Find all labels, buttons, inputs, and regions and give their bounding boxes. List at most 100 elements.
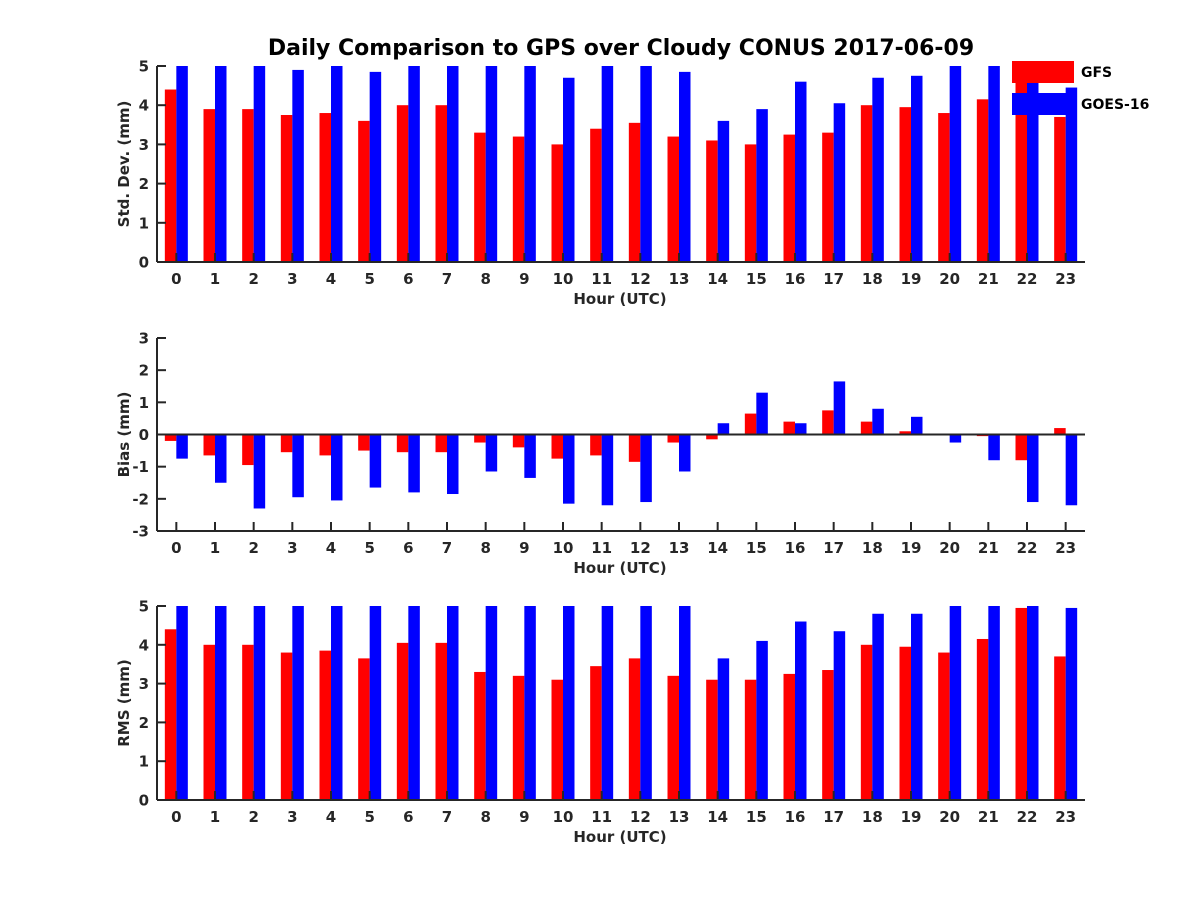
x-tick-label: 0 <box>171 808 181 826</box>
x-tick-label: 7 <box>442 808 452 826</box>
x-tick-label: 5 <box>364 539 374 557</box>
x-tick-label: 1 <box>210 808 220 826</box>
x-tick-label: 8 <box>480 270 490 288</box>
x-tick-label: 11 <box>591 808 612 826</box>
goes16-bar <box>369 434 382 488</box>
gfs-bar <box>435 642 447 800</box>
gfs-bar <box>1015 69 1027 262</box>
gfs-bar <box>938 113 950 262</box>
goes16-bar <box>563 77 575 262</box>
goes16-bar <box>253 606 266 800</box>
gfs-bar <box>899 431 911 435</box>
gfs-legend-label: GFS <box>1081 65 1112 81</box>
x-tick-label: 23 <box>1055 808 1076 826</box>
gfs-bar <box>860 421 873 435</box>
goes16-bar <box>911 416 923 435</box>
x-tick-label: 17 <box>823 539 844 557</box>
goes16-bar <box>872 613 884 800</box>
gfs-bar <box>783 673 795 800</box>
y-axis-label: Bias (mm) <box>115 392 133 478</box>
x-tick-label: 15 <box>746 539 767 557</box>
x-tick-label: 11 <box>591 270 612 288</box>
goes16-bar <box>215 606 227 800</box>
goes16-bar <box>369 71 382 262</box>
gfs-bar <box>512 675 525 800</box>
gfs-bar <box>474 132 486 262</box>
x-axis-label: Hour (UTC) <box>573 559 666 577</box>
gfs-bar <box>706 434 718 440</box>
x-tick-label: 13 <box>669 270 690 288</box>
goes16-bar <box>717 120 730 262</box>
goes16-bar <box>795 621 807 800</box>
gfs-bar <box>474 671 486 800</box>
goes16-bar <box>1065 607 1078 800</box>
x-tick-label: 0 <box>171 270 181 288</box>
goes16-bar <box>408 606 420 800</box>
goes16-bar <box>447 606 459 800</box>
goes16-bar <box>524 434 536 478</box>
x-axis-label: Hour (UTC) <box>573 828 666 846</box>
goes16-bar <box>292 606 304 800</box>
goes16-bar <box>447 434 459 495</box>
y-tick-label: 1 <box>139 214 149 232</box>
x-tick-label: 23 <box>1055 270 1076 288</box>
gfs-bar <box>783 421 795 435</box>
x-tick-label: 22 <box>1017 270 1038 288</box>
gfs-bar <box>1054 428 1066 435</box>
goes16-bar <box>795 81 807 263</box>
x-tick-label: 8 <box>480 539 490 557</box>
goes16-bar <box>215 66 227 262</box>
goes16-legend-swatch <box>1012 93 1074 115</box>
x-tick-label: 9 <box>519 808 529 826</box>
goes16-bar <box>176 66 188 262</box>
x-tick-label: 15 <box>746 270 767 288</box>
y-tick-label: 0 <box>139 254 149 272</box>
goes16-bar <box>988 434 1000 461</box>
goes16-bar <box>408 434 420 493</box>
gfs-bar <box>164 629 177 800</box>
goes16-bar <box>717 658 730 800</box>
goes16-bar <box>369 606 382 800</box>
x-tick-label: 3 <box>287 539 297 557</box>
x-tick-label: 18 <box>862 539 883 557</box>
goes16-bar <box>524 66 536 262</box>
x-tick-label: 20 <box>939 270 960 288</box>
gfs-bar <box>396 434 409 453</box>
x-tick-label: 20 <box>939 808 960 826</box>
x-tick-label: 10 <box>553 270 574 288</box>
goes16-legend-label: GOES-16 <box>1081 97 1149 113</box>
x-tick-label: 2 <box>248 270 258 288</box>
x-tick-label: 22 <box>1017 539 1038 557</box>
y-tick-label: -1 <box>132 458 149 476</box>
x-tick-label: 14 <box>707 808 728 826</box>
goes16-bar <box>1065 87 1078 262</box>
gfs-bar <box>822 132 834 262</box>
gfs-bar <box>1054 656 1066 800</box>
x-tick-label: 13 <box>669 808 690 826</box>
y-tick-label: 3 <box>139 675 149 693</box>
x-tick-label: 1 <box>210 539 220 557</box>
gfs-bar <box>744 413 757 435</box>
gfs-bar <box>203 644 215 800</box>
gfs-bar <box>1054 116 1066 263</box>
x-tick-label: 9 <box>519 270 529 288</box>
goes16-bar <box>949 66 962 262</box>
x-axis-label: Hour (UTC) <box>573 290 666 308</box>
x-tick-label: 4 <box>326 270 336 288</box>
goes16-bar <box>911 613 923 800</box>
gfs-bar <box>358 434 370 451</box>
goes16-bar <box>563 606 575 800</box>
x-tick-label: 6 <box>403 539 413 557</box>
gfs-bar <box>280 115 293 262</box>
goes16-bar <box>872 408 884 435</box>
gfs-bar <box>628 658 641 800</box>
chart-legend: GFS GOES-16 <box>1012 61 1149 115</box>
gfs-bar <box>358 120 370 262</box>
x-tick-label: 18 <box>862 270 883 288</box>
goes16-bar <box>949 606 962 800</box>
goes16-bar <box>253 66 266 262</box>
y-axis-label: Std. Dev. (mm) <box>115 101 133 228</box>
gfs-bar <box>512 136 525 262</box>
